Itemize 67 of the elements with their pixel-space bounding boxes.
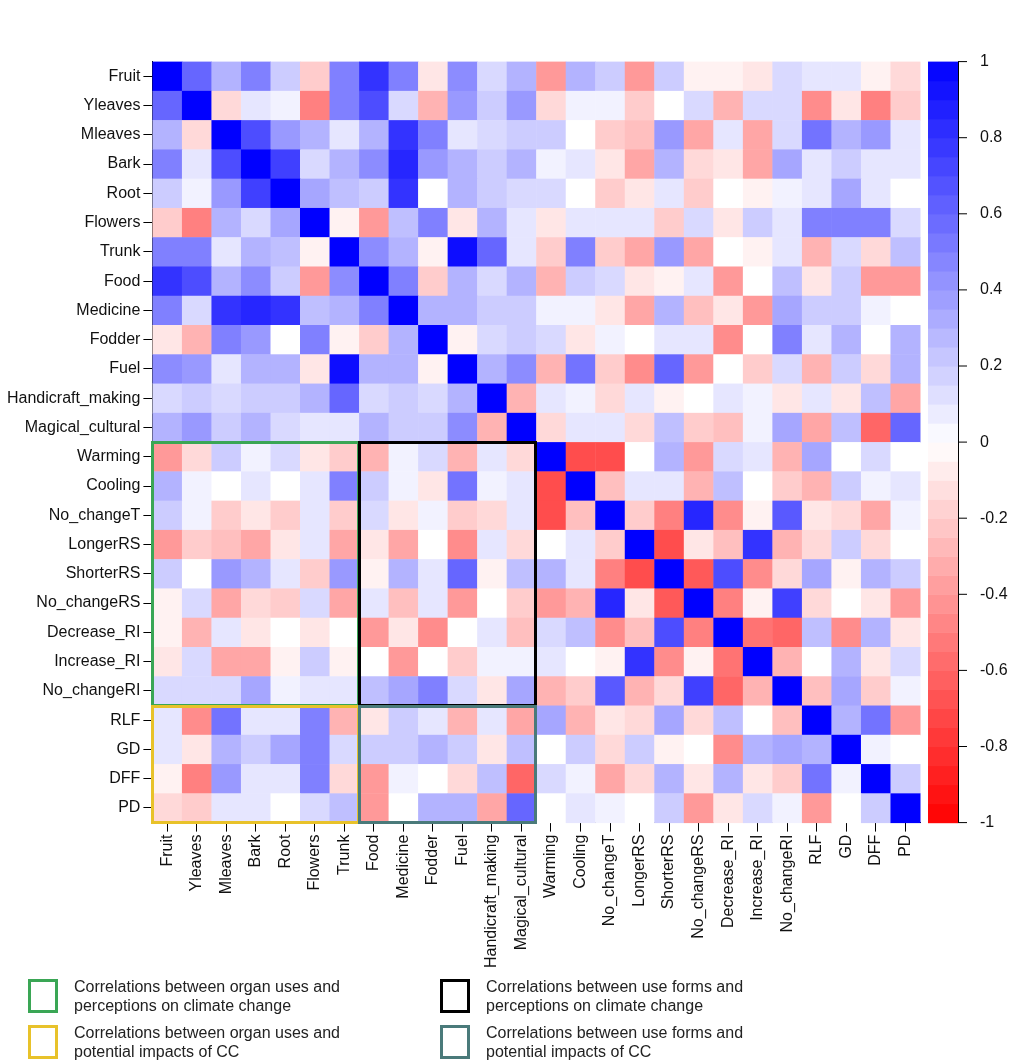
text: Correlations between use forms and perceptions on climate change: [486, 977, 745, 1015]
y-tick-label: ShorterRS: [65, 564, 141, 582]
x-tick-label: Increase_RI: [748, 834, 767, 921]
x-tick-label: Decrease_RI: [718, 834, 737, 928]
x-tick-label: LongerRS: [629, 834, 647, 907]
y-tick-label: Magical_cultural: [24, 417, 141, 436]
x-tick-label: DFF: [866, 834, 884, 866]
color-bar-label: 0.4: [980, 280, 1003, 298]
y-tick-label: Trunk: [100, 242, 142, 260]
y-tick-label: Yleaves: [83, 95, 141, 113]
y-tick-label: DFF: [109, 769, 141, 787]
y-tick-label: Mleaves: [80, 125, 141, 143]
x-tick-label: RLF: [807, 834, 825, 865]
y-tick-label: PD: [118, 798, 141, 816]
color-bar-label: 1: [980, 52, 989, 70]
y-tick-label: LongerRS: [68, 534, 141, 552]
x-tick-label: Cooling: [570, 834, 588, 889]
x-tick-label: Fuel: [452, 834, 470, 866]
color-bar-label: 0.8: [980, 128, 1003, 146]
color-bar-label: 0: [980, 432, 989, 450]
y-tick-label: Medicine: [76, 300, 141, 318]
x-tick-label: Handicraft_making: [482, 834, 501, 969]
y-tick-label: Fodder: [89, 330, 142, 348]
y-tick-label: Root: [106, 183, 141, 201]
color-bar-label: -1: [980, 813, 995, 831]
y-tick-label: Cooling: [86, 476, 141, 494]
x-tick-label: No_changeRS: [688, 834, 707, 939]
x-tick-label: Flowers: [305, 834, 323, 891]
y-tick-label: Warming: [76, 447, 141, 465]
x-tick-label: No_changeRI: [777, 834, 796, 933]
x-tick-label: GD: [836, 834, 854, 859]
y-tick-label: Flowers: [84, 212, 141, 230]
x-tick-label: No_changeT: [600, 834, 619, 927]
x-tick-label: Trunk: [334, 833, 352, 875]
text: Correlations between organ uses and perceptions on climate change: [74, 977, 341, 1015]
y-tick-label: Fuel: [109, 359, 141, 377]
y-tick-label: No_changeRS: [36, 593, 141, 612]
x-tick-label: Magical_cultural: [511, 834, 530, 951]
color-bar-label: 0.2: [980, 356, 1003, 374]
y-tick-label: Fruit: [108, 66, 141, 84]
x-tick-label: Medicine: [393, 834, 411, 899]
x-tick-label: Bark: [246, 833, 264, 868]
x-tick-label: PD: [895, 834, 913, 857]
y-tick-label: RLF: [110, 710, 141, 728]
y-tick-label: Decrease_RI: [47, 622, 141, 641]
y-tick-label: No_changeT: [48, 505, 141, 524]
y-tick-label: Food: [103, 271, 141, 289]
y-tick-label: Handicraft_making: [6, 388, 141, 407]
y-tick-label: GD: [116, 739, 141, 757]
color-bar-label: -0.6: [980, 660, 1008, 678]
x-tick-label: Mleaves: [216, 834, 234, 895]
color-bar-label: 0.6: [980, 204, 1003, 222]
x-tick-label: Food: [364, 834, 382, 872]
y-tick-label: No_changeRI: [42, 681, 141, 700]
text: Correlations between organ uses and potential impacts of CC: [74, 1023, 341, 1061]
text: Correlations between use forms and potential impacts of CC: [486, 1023, 745, 1061]
x-tick-label: Warming: [541, 834, 559, 899]
x-tick-label: Yleaves: [187, 834, 205, 892]
color-bar-label: -0.8: [980, 736, 1008, 754]
color-bar-label: -0.4: [980, 584, 1008, 602]
y-tick-label: Bark: [107, 154, 142, 172]
color-bar-label: -0.2: [980, 508, 1008, 526]
x-tick-label: Fruit: [157, 834, 175, 867]
x-tick-label: Root: [275, 834, 293, 869]
y-tick-label: Increase_RI: [54, 652, 141, 671]
x-tick-label: Fodder: [423, 833, 441, 886]
x-tick-label: ShorterRS: [659, 834, 677, 910]
